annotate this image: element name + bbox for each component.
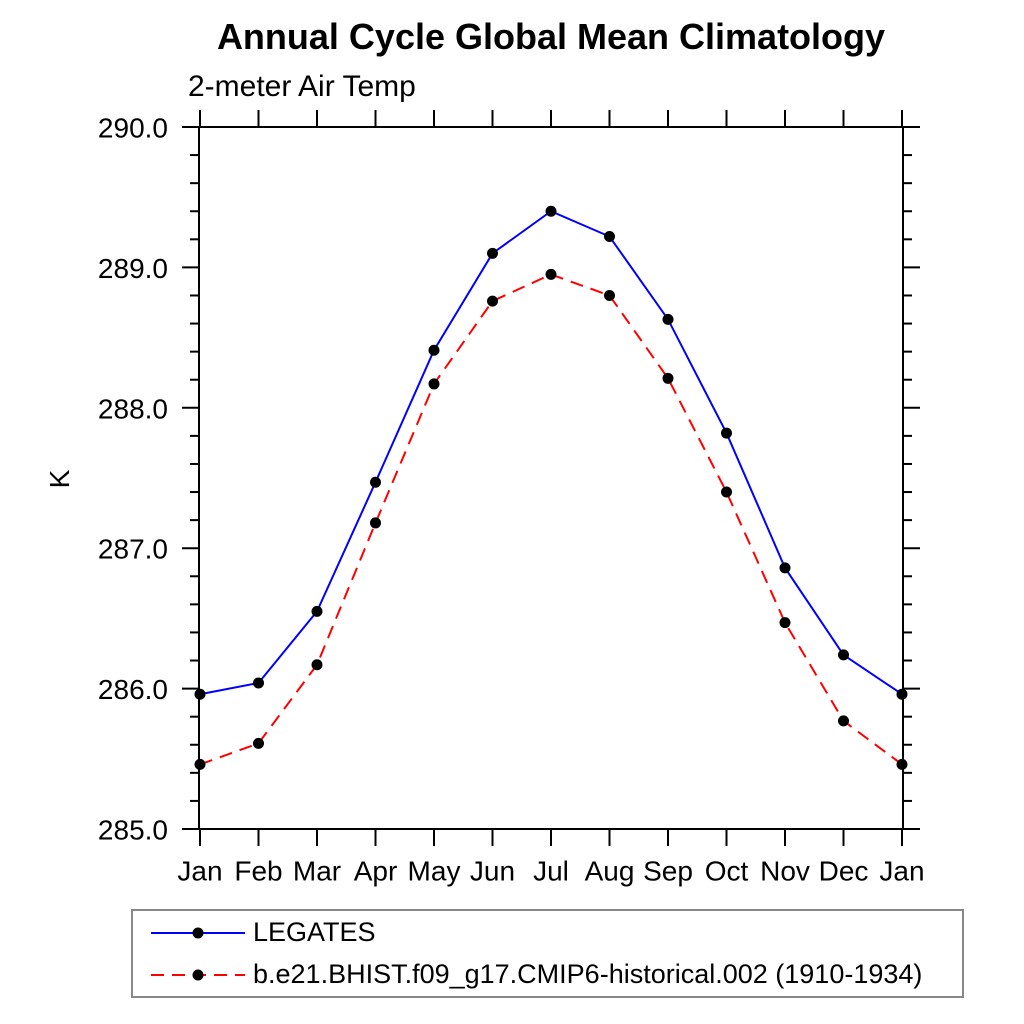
x-tick-label: Oct [705, 856, 749, 887]
data-point-marker [896, 758, 908, 770]
y-tick-label: 285.0 [98, 815, 168, 846]
data-point-marker [311, 659, 323, 671]
y-tick-label: 287.0 [98, 534, 168, 565]
series-line-0 [199, 210, 903, 696]
data-point-marker [838, 649, 849, 661]
data-point-marker [311, 605, 323, 617]
x-tick-label: Jan [879, 856, 924, 887]
x-tick-label: Jun [470, 856, 515, 887]
x-tick-label: Nov [760, 856, 810, 887]
data-point-marker [194, 758, 206, 770]
legend-row-model: b.e21.BHIST.f09_g17.CMIP6-historical.002… [145, 954, 962, 996]
data-point-marker [779, 617, 791, 629]
chart-subtitle: 2-meter Air Temp [188, 70, 416, 103]
x-tick-label: Jan [177, 856, 222, 887]
data-point-marker [253, 677, 264, 689]
x-tick-label: Apr [354, 856, 398, 887]
legend-label-model: b.e21.BHIST.f09_g17.CMIP6-historical.002… [253, 959, 923, 989]
data-point-marker [428, 378, 440, 390]
y-tick-label: 290.0 [98, 113, 168, 144]
data-point-marker [428, 344, 440, 356]
x-tick-label: Mar [293, 856, 341, 887]
legend-row-legates: LEGATES [145, 912, 962, 954]
legend: LEGATES b.e21.BHIST.f09_g17.CMIP6-histor… [131, 909, 964, 998]
data-point-marker [487, 295, 498, 307]
data-point-marker [779, 562, 791, 574]
legend-swatch-solid-line-icon [151, 927, 245, 938]
x-tick-label: Feb [234, 856, 282, 887]
y-tick-label: 286.0 [98, 674, 168, 705]
series-line-1 [199, 273, 903, 766]
x-tick-label: May [408, 856, 461, 887]
x-tick-label: Dec [819, 856, 869, 887]
data-point-marker [545, 268, 557, 280]
data-point-marker [545, 205, 557, 217]
data-point-marker [604, 289, 615, 301]
data-point-marker [487, 247, 498, 259]
data-point-marker [662, 313, 674, 325]
y-tick-label: 289.0 [98, 253, 168, 284]
data-point-marker [604, 231, 615, 243]
x-tick-label: Sep [643, 856, 693, 887]
data-point-marker [838, 715, 849, 727]
chart-title: Annual Cycle Global Mean Climatology [216, 16, 886, 57]
data-point-marker [194, 688, 206, 700]
y-tick-label: 288.0 [98, 393, 168, 424]
data-point-marker [370, 517, 381, 529]
data-point-marker [896, 688, 908, 700]
legend-swatch-dashed-line-icon [151, 969, 245, 980]
data-point-marker [370, 476, 381, 488]
data-point-marker [253, 737, 264, 749]
data-point-marker [721, 486, 732, 498]
data-point-marker [721, 427, 732, 439]
x-tick-label: Jul [533, 856, 569, 887]
x-tick-label: Aug [585, 856, 635, 887]
legend-label-legates: LEGATES [253, 917, 376, 947]
data-point-marker [662, 372, 674, 384]
